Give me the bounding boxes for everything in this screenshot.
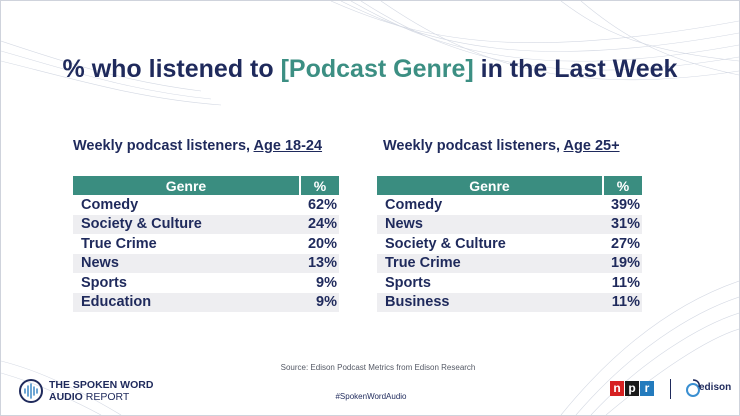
genre-cell: Society & Culture: [385, 235, 506, 252]
npr-letter-r: r: [640, 381, 654, 396]
edison-swirl-icon: [686, 379, 700, 397]
right-genre-table: Genre % Comedy 39% News 31% Society & Cultur…: [377, 176, 642, 312]
percent-cell: 24%: [299, 214, 339, 234]
percent-cell: 39%: [610, 196, 640, 213]
title-accent: [Podcast Genre]: [280, 55, 474, 83]
table-row: Society & Culture 24%: [73, 214, 339, 234]
genre-column-header: Genre: [377, 176, 604, 195]
pct-column-header: %: [602, 176, 642, 195]
sound-wave-icon: [19, 379, 43, 403]
genre-cell: Sports: [385, 274, 431, 291]
percent-cell: 9%: [316, 274, 337, 291]
table-row: News 31%: [377, 214, 642, 234]
left-genre-table: Genre % Comedy 62% Society & Culture 24% Tru…: [73, 176, 339, 312]
right-heading-age: Age 25+: [563, 138, 620, 154]
table-row: News 13%: [73, 253, 339, 273]
npr-letter-p: p: [625, 381, 639, 396]
genre-column-header: Genre: [73, 176, 301, 195]
hashtag: #SpokenWordAudio: [335, 392, 407, 401]
percent-cell: 27%: [610, 235, 640, 252]
swa-line1: THE SPOKEN WORD: [49, 379, 154, 391]
table-row: Comedy 62%: [73, 195, 339, 215]
genre-cell: Business: [377, 292, 603, 312]
pct-column-header: %: [299, 176, 339, 195]
percent-cell: 62%: [307, 196, 337, 213]
genre-cell: True Crime: [81, 235, 157, 252]
percent-cell: 11%: [611, 274, 640, 291]
slide-title: % who listened to [Podcast Genre] in the…: [1, 55, 739, 84]
genre-cell: Comedy: [385, 196, 443, 213]
edison-logo-text: edison: [699, 382, 732, 393]
table-row: Society & Culture 27%: [377, 234, 642, 254]
npr-logo: n p r: [610, 381, 655, 396]
left-table-heading: Weekly podcast listeners, Age 18-24: [73, 138, 322, 154]
edison-research-logo: edison: [685, 378, 735, 402]
table-row: Sports 9%: [73, 273, 339, 293]
percent-cell: 19%: [602, 253, 642, 273]
npr-letter-n: n: [610, 381, 624, 396]
genre-cell: Society & Culture: [73, 214, 300, 234]
table-row: Business 11%: [377, 292, 642, 312]
right-heading-text: Weekly podcast listeners,: [383, 138, 564, 154]
genre-cell: News: [377, 214, 603, 234]
percent-cell: 9%: [299, 292, 339, 312]
table-header-row: Genre %: [73, 176, 339, 195]
percent-cell: 11%: [602, 292, 642, 312]
table-row: True Crime 20%: [73, 234, 339, 254]
genre-cell: Sports: [81, 274, 127, 291]
percent-cell: 31%: [602, 214, 642, 234]
swa-report: REPORT: [82, 391, 130, 403]
left-heading-age: Age 18-24: [253, 138, 323, 154]
genre-cell: True Crime: [377, 253, 603, 273]
percent-cell: 20%: [307, 235, 337, 252]
table-row: Sports 11%: [377, 273, 642, 293]
percent-cell: 13%: [299, 253, 339, 273]
title-text-end: in the Last Week: [473, 55, 678, 83]
genre-cell: News: [73, 253, 300, 273]
source-note: Source: Edison Podcast Metrics from Edis…: [280, 363, 476, 372]
table-row: Comedy 39%: [377, 195, 642, 215]
swa-logo-text: THE SPOKEN WORD AUDIO REPORT: [49, 379, 153, 403]
title-text: % who listened to: [62, 55, 281, 83]
swa-line2: AUDIO: [49, 391, 83, 403]
genre-cell: Education: [73, 292, 300, 312]
table-row: Education 9%: [73, 292, 339, 312]
genre-cell: Comedy: [81, 196, 139, 213]
table-header-row: Genre %: [377, 176, 642, 195]
spoken-word-audio-report-logo: THE SPOKEN WORD AUDIO REPORT: [19, 377, 209, 405]
logo-divider: [670, 379, 671, 399]
right-table-heading: Weekly podcast listeners, Age 25+: [383, 138, 620, 154]
table-row: True Crime 19%: [377, 253, 642, 273]
left-heading-text: Weekly podcast listeners,: [73, 138, 254, 154]
